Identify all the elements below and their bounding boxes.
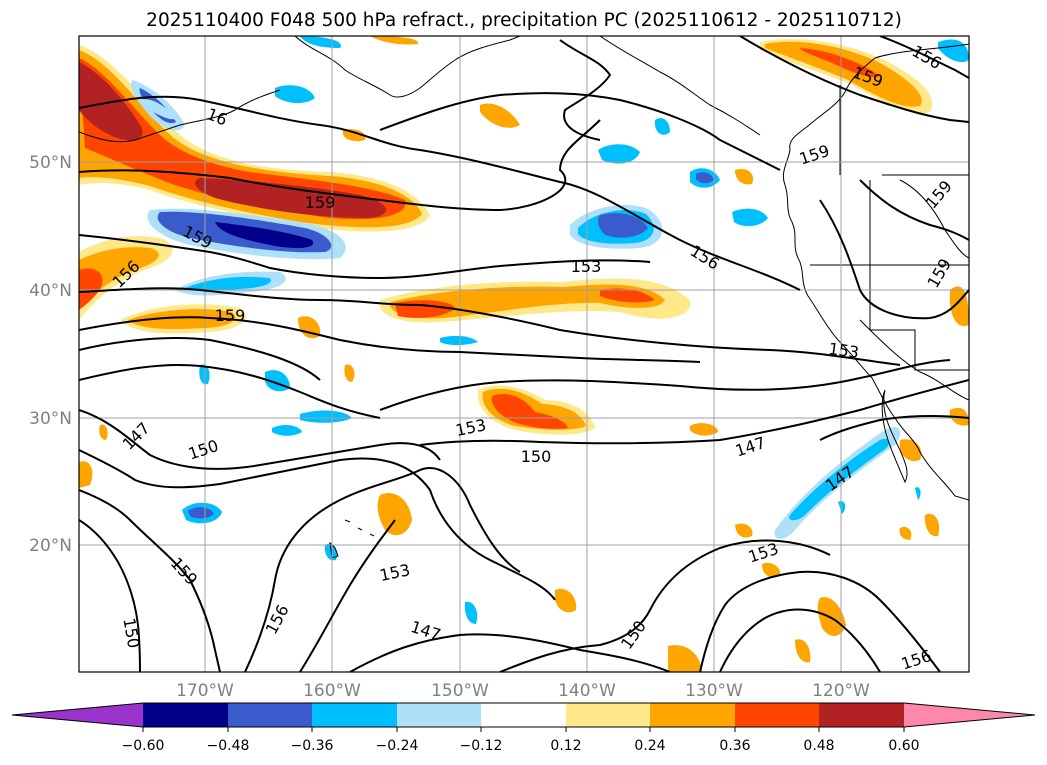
lat-label: 50°N	[29, 153, 72, 173]
positive-anomaly-area	[668, 645, 702, 672]
colorbar: −0.60 −0.48 −0.36 −0.24 −0.12 0.12 0.24 …	[11, 702, 1036, 754]
positive-anomaly-area	[343, 129, 366, 142]
negative-anomaly-area	[440, 335, 478, 345]
positive-anomaly-area	[377, 492, 412, 536]
precip-anomaly-fills	[79, 36, 969, 672]
contour-label: 159	[305, 193, 336, 212]
colorbar-extend-min	[12, 703, 143, 727]
negative-anomaly-area	[275, 85, 315, 104]
positive-anomaly-area	[344, 364, 355, 382]
negative-anomaly-area	[464, 601, 478, 624]
colorbar-tick-label: 0.24	[634, 738, 665, 754]
positive-anomaly-area	[924, 513, 940, 537]
positive-anomaly-area	[735, 523, 753, 538]
lon-label: 120°W	[812, 681, 870, 701]
negative-anomaly-area	[655, 118, 670, 135]
positive-anomaly-area	[735, 168, 754, 185]
positive-anomaly-area	[128, 309, 236, 330]
colorbar-tick-label: 0.36	[719, 738, 750, 754]
colorbar-tick-label: 0.60	[888, 738, 919, 754]
colorbar-ticks	[142, 727, 905, 732]
negative-anomaly-area	[215, 222, 314, 248]
colorbar-segment	[481, 703, 566, 727]
positive-anomaly-area	[600, 288, 655, 303]
positive-anomaly-area	[195, 178, 387, 218]
positive-anomaly-area	[79, 268, 103, 310]
contour-label: 159	[215, 306, 246, 325]
negative-anomaly-area	[598, 144, 640, 164]
positive-anomaly-area	[79, 461, 93, 488]
negative-anomaly-area	[838, 501, 846, 514]
lon-label: 130°W	[685, 681, 743, 701]
latitude-labels: 50°N 40°N 30°N 20°N	[29, 153, 72, 556]
lon-label: 150°W	[431, 681, 489, 701]
map-frame	[78, 35, 970, 673]
height-contours	[79, 36, 969, 672]
colorbar-segment	[312, 703, 397, 727]
positive-anomaly-area	[79, 50, 422, 228]
map-layer: 16 159 159 159 159 159 159 159 159 156 1…	[79, 36, 969, 672]
negative-anomaly-area	[597, 213, 648, 238]
colorbar-tick-label: 0.12	[550, 738, 581, 754]
colorbar-segment	[650, 703, 735, 727]
colorbar-tick-label: −0.60	[122, 738, 165, 754]
negative-anomaly-area	[300, 410, 352, 423]
lat-label: 20°N	[29, 536, 72, 556]
negative-anomaly-area	[185, 276, 271, 291]
lon-label: 170°W	[176, 681, 234, 701]
negative-anomaly-area	[199, 364, 210, 385]
positive-anomaly-area	[800, 48, 880, 78]
negative-anomaly-area	[789, 438, 889, 521]
negative-anomaly-area	[732, 208, 768, 227]
positive-anomaly-area	[480, 103, 520, 128]
positive-anomaly-area	[899, 526, 912, 540]
negative-anomaly-area	[140, 99, 178, 120]
negative-anomaly-area	[188, 507, 214, 519]
positive-anomaly-area	[765, 41, 922, 107]
positive-anomaly-area	[79, 247, 159, 308]
contour-label: 153	[827, 339, 860, 362]
colorbar-tick-label: −0.24	[376, 738, 419, 754]
colorbar-segment	[566, 703, 650, 727]
figure-title: 2025110400 F048 500 hPa refract., precip…	[146, 10, 902, 31]
negative-anomaly-area	[300, 36, 341, 48]
longitude-labels: 170°W 160°W 150°W 140°W 130°W 120°W	[176, 681, 870, 701]
contour-label: 153	[571, 257, 602, 276]
colorbar-tick-label: −0.48	[207, 738, 250, 754]
positive-anomaly-area	[555, 588, 577, 613]
lat-label: 30°N	[29, 409, 72, 429]
lon-label: 160°W	[303, 681, 361, 701]
positive-anomaly-area	[491, 393, 568, 429]
colorbar-extend-max	[904, 703, 1035, 727]
colorbar-tick-label: −0.12	[460, 738, 503, 754]
positive-anomaly-area	[762, 562, 781, 578]
positive-anomaly-area	[370, 36, 419, 45]
positive-anomaly-area	[79, 58, 406, 220]
colorbar-segment	[228, 703, 312, 727]
negative-anomaly-area	[915, 487, 921, 500]
positive-anomaly-area	[795, 639, 811, 663]
colorbar-segment	[819, 703, 904, 727]
colorbar-segment	[735, 703, 819, 727]
positive-anomaly-area	[79, 62, 143, 141]
negative-anomaly-area	[696, 172, 714, 184]
lat-label: 40°N	[29, 281, 72, 301]
lon-label: 140°W	[558, 681, 616, 701]
graticule	[79, 36, 969, 672]
colorbar-tick-label: −0.36	[291, 738, 334, 754]
positive-anomaly-area	[99, 424, 108, 440]
positive-anomaly-area	[690, 423, 718, 436]
colorbar-segment	[397, 703, 481, 727]
colorbar-tick-label: 0.48	[803, 738, 834, 754]
positive-anomaly-area	[817, 597, 846, 636]
colorbar-segment	[143, 703, 228, 727]
negative-anomaly-area	[272, 425, 302, 436]
contour-label: 150	[521, 447, 552, 466]
positive-anomaly-area	[298, 316, 321, 339]
